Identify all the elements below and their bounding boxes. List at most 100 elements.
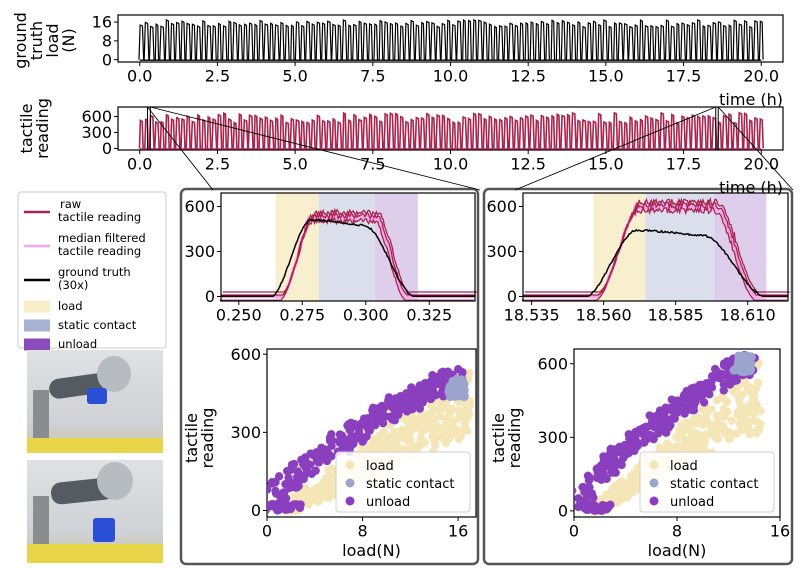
ground-truth-cycle-peak: [247, 22, 254, 60]
tactile-x-tick-label: 20.0: [743, 155, 779, 174]
tactile-cycle-peak: [476, 112, 483, 149]
tactile-cycle-peak: [201, 118, 207, 149]
ground-truth-cycle-peak: [696, 18, 702, 60]
scatter-late-point-load: [727, 416, 736, 425]
scatter-late-point-unload: [575, 501, 584, 510]
tactile-cycle-peak: [748, 119, 754, 149]
scatter-late-point-load: [743, 419, 753, 429]
tactile-cycle-peak: [169, 117, 176, 149]
tactile-cycle-peak: [643, 114, 650, 149]
scatter-late-point-load: [737, 425, 747, 435]
ground-truth-cycle-peak: [336, 24, 342, 60]
tactile-cycle-peak: [633, 119, 639, 149]
scatter-late-point-unload: [574, 486, 577, 495]
tactile-x-tick-label: 17.5: [666, 155, 702, 174]
scatter-late-point-unload: [658, 412, 667, 422]
scatter-early-point-load: [416, 440, 426, 449]
tactile-cycle-peak: [153, 120, 160, 149]
scatter-late-point-load: [746, 385, 756, 395]
ground-truth-cycle-peak: [571, 23, 577, 60]
scatter-early-point-load: [406, 424, 415, 433]
scatter-late-legend-box: [639, 451, 775, 513]
ground-truth-cycle-peak: [550, 19, 556, 60]
robot-joint: [97, 462, 133, 500]
scatter-early-point-unload: [306, 449, 315, 458]
scatter-early-point-load: [379, 427, 389, 437]
scatter-early-point-load: [435, 406, 445, 415]
tactile-cycle-peak: [294, 118, 301, 149]
tactile-cycle-peak: [601, 120, 608, 149]
tactile-cycle-peak: [232, 121, 238, 149]
scatter-late-point-load: [629, 478, 638, 488]
scatter-early-point-unload: [354, 433, 364, 443]
ground-truth-cycle-peak: [154, 23, 160, 60]
scatter-early-legend-box: [335, 451, 471, 513]
ground-truth-cycle-peak: [576, 20, 582, 60]
scatter-early-point-unload: [312, 457, 322, 466]
zoom-late-raw-line-b: [523, 200, 789, 296]
ground-truth-cycle-peak: [180, 20, 186, 60]
tactile-y-tick-label: 300: [81, 123, 112, 142]
scatter-late-point-load: [720, 429, 730, 438]
tactile-x-tick-label: 10.0: [433, 155, 469, 174]
scatter-late-point-load: [736, 401, 745, 411]
scatter-early-point-load: [297, 489, 306, 498]
ground-truth-y-tick-label: 8: [102, 31, 112, 50]
ground-truth-cycle-peak: [680, 22, 686, 60]
tactile-cycle-peak: [659, 111, 666, 149]
ground-truth-cycle-peak: [321, 22, 327, 60]
ground-truth-cycle-peak: [493, 25, 498, 60]
scatter-late-point-load: [673, 441, 682, 451]
tactile-cycle-peak: [628, 115, 634, 149]
scatter-early-point-unload: [296, 500, 305, 509]
ground-truth-cycle-peak: [643, 24, 650, 60]
tactile-x-tick-label: 2.5: [205, 155, 230, 174]
ground-truth-cycle-peak: [232, 21, 239, 60]
tactile-cycle-peak: [196, 113, 202, 149]
tactile-cycle-peak: [607, 120, 613, 149]
ground-truth-x-tick-label: 17.5: [666, 67, 702, 86]
scatter-late-point-unload: [574, 494, 583, 503]
tactile-cycle-peak: [336, 121, 343, 149]
ground-truth-cycle-peak: [482, 21, 488, 60]
scatter-early-point-unload: [267, 479, 276, 488]
scatter-early-point-load: [441, 419, 450, 429]
scatter-late-point-load: [749, 407, 759, 417]
tactile-cycle-peak: [680, 115, 686, 149]
ground-truth-cycle-peak: [659, 24, 666, 60]
ground-truth-cycle-peak: [539, 20, 546, 60]
ground-truth-x-tick-label: 20.0: [743, 67, 779, 86]
robot-joint: [97, 356, 131, 392]
scatter-late-point-unload: [706, 380, 715, 389]
scatter-early-point-unload: [299, 474, 308, 484]
scatter-early-point-unload: [322, 456, 332, 466]
ground-truth-cycle-peak: [352, 23, 358, 60]
scatter-early-point-unload: [286, 465, 296, 474]
scatter-early-y-tick-label: 300: [230, 423, 261, 442]
ground-truth-x-tick-label: 15.0: [588, 67, 624, 86]
tactile-x-tick-label: 7.5: [360, 155, 385, 174]
ground-truth-y-tick-label: 0: [102, 50, 112, 69]
scatter-early-point-unload: [458, 368, 467, 377]
scatter-early-point-load: [431, 440, 440, 450]
legend-patch-unload: [24, 338, 50, 351]
tactile-cycle-peak: [753, 116, 759, 149]
scatter-late-point-load: [716, 412, 726, 421]
ground-truth-cycle-peak: [368, 22, 373, 60]
ground-truth-cycle-peak: [560, 19, 566, 60]
tactile-cycle-peak: [226, 118, 233, 149]
zoom-late-raw-line-a: [521, 205, 787, 301]
scatter-late-point-unload: [684, 388, 693, 398]
scatter-late-point-static: [742, 355, 751, 365]
zoom-window-marker: [715, 106, 719, 151]
scatter-late-point-unload: [701, 387, 710, 397]
zoom-late-y-tick-label: 0: [507, 287, 517, 306]
scatter-early-point-load: [463, 426, 472, 436]
tactile-cycle-peak: [424, 112, 431, 149]
scatter-early-point-unload: [378, 418, 388, 428]
scatter-early-point-unload: [267, 485, 272, 494]
tactile-cycle-peak: [305, 121, 311, 149]
tactile-cycle-peak: [523, 114, 530, 149]
ground-truth-cycle-peak: [555, 21, 561, 60]
